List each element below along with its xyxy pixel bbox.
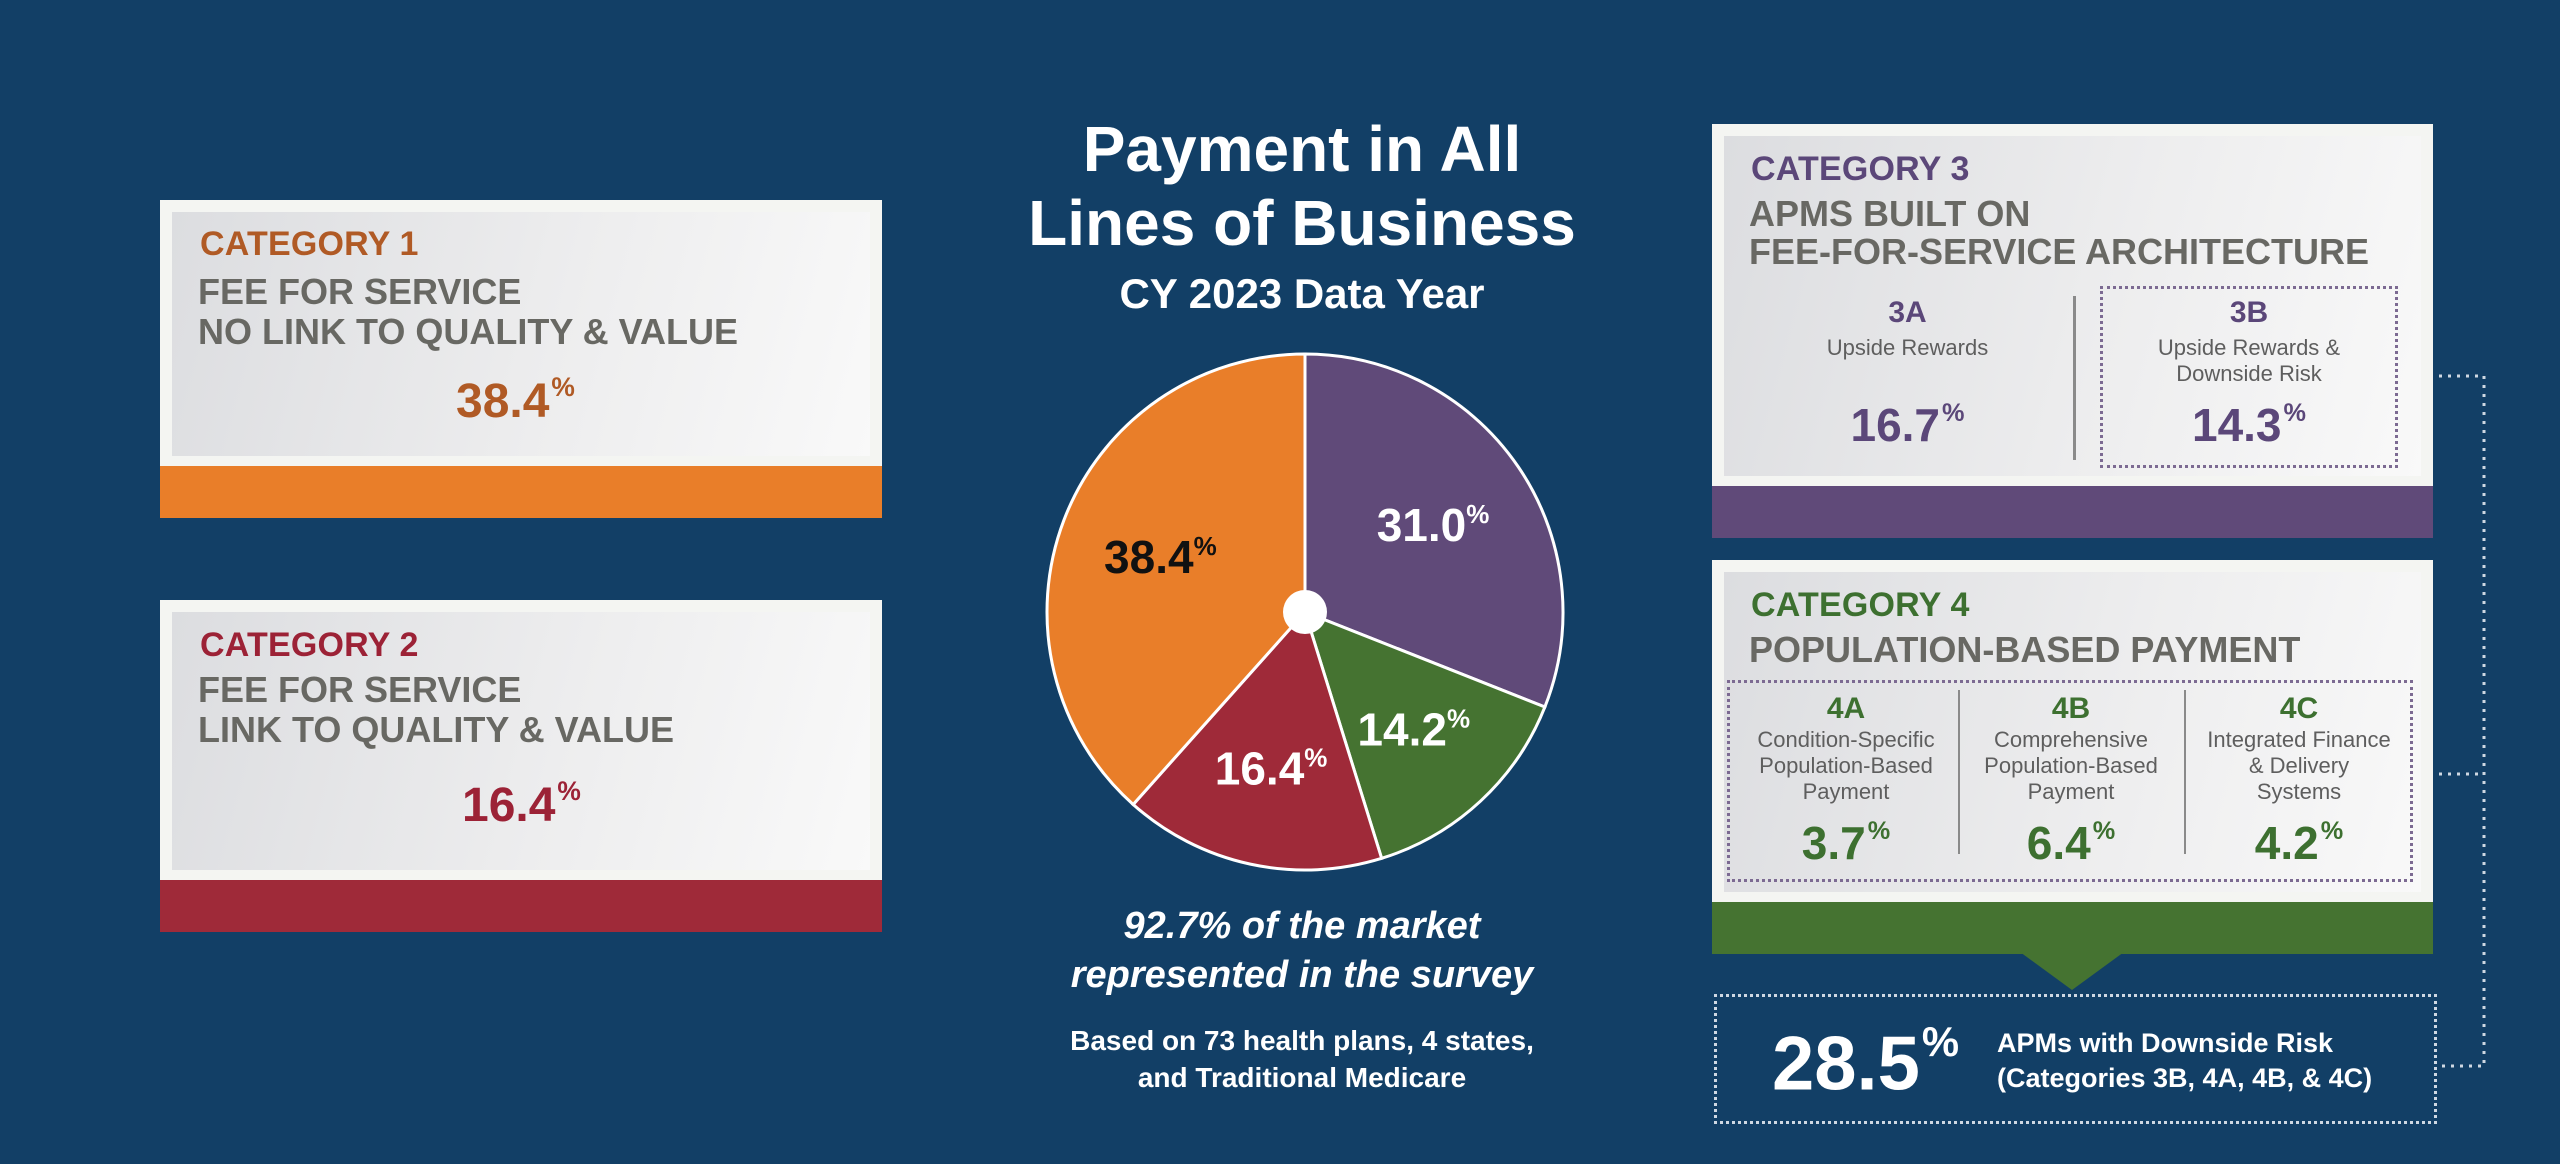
category-4c-value-number: 4.2 (2254, 817, 2319, 869)
category-4-panel (1712, 560, 2433, 904)
survey-basis-note: Based on 73 health plans, 4 states, and … (960, 1022, 1644, 1096)
downside-connector-lines (2439, 374, 2486, 1068)
category-4-divider-2 (2184, 690, 2186, 854)
category-4b-code: 4B (2051, 692, 2091, 725)
category-2-value-number: 16.4 (462, 779, 556, 833)
category-4a-desc-line2: Population-Based (1759, 753, 1933, 778)
downside-risk-box (1714, 994, 2437, 1124)
pie-slice-category-4 (1302, 609, 1547, 861)
downside-risk-value: 28.5% (1772, 1018, 1959, 1107)
category-2-value: 16.4% (462, 776, 581, 833)
category-1-value: 38.4% (456, 372, 575, 429)
category-4a-code: 4A (1826, 692, 1866, 725)
category-1-title-line2: NO LINK TO QUALITY & VALUE (198, 311, 739, 352)
category-3b-value-number: 14.3 (2191, 399, 2282, 451)
category-4b-desc-line2: Population-Based (1984, 753, 2158, 778)
category-3a-desc: Upside Rewards (1770, 335, 2045, 361)
category-3b-code: 3B (2229, 296, 2269, 329)
market-coverage-note: 92.7% of the market represented in the s… (960, 902, 1644, 1000)
category-4b-value-unit: % (2092, 816, 2116, 845)
category-3-panel (1712, 124, 2433, 488)
downside-risk-value-unit: % (1921, 1018, 1960, 1065)
category-2-title-line2: LINK TO QUALITY & VALUE (198, 709, 675, 750)
category-2-title-line1: FEE FOR SERVICE (198, 669, 522, 710)
pie-slice-category-1 (1045, 352, 1307, 807)
category-4b-desc: Comprehensive Population-Based Payment (1962, 727, 2180, 805)
category-3a-value-number: 16.7 (1850, 399, 1941, 451)
category-3-title-line1: APMS BUILT ON (1749, 193, 2031, 234)
category-2-value-unit: % (557, 776, 581, 806)
category-4-downside-outline (1727, 680, 2413, 882)
category-4a-value: 3.7% (1737, 816, 1955, 870)
category-4-label: CATEGORY 4 (1751, 586, 1970, 624)
category-2-label: CATEGORY 2 (200, 626, 419, 664)
category-3a-code: 3A (1888, 296, 1927, 329)
category-4b-value-number: 6.4 (2026, 817, 2091, 869)
category-4a-desc-line3: Payment (1802, 779, 1890, 804)
category-3-title-line2: FEE-FOR-SERVICE ARCHITECTURE (1749, 231, 2370, 272)
category-3-divider (2073, 296, 2076, 460)
downside-risk-label-line2: (Categories 3B, 4A, 4B, & 4C) (1997, 1063, 2373, 1093)
chart-subtitle: CY 2023 Data Year (1119, 270, 1485, 317)
category-4b-desc-line1: Comprehensive (1993, 727, 2149, 752)
category-2-color-band (160, 880, 882, 932)
category-4c-desc: Integrated Finance & Delivery Systems (2188, 727, 2410, 805)
category-4c-code: 4C (2279, 692, 2319, 725)
category-1-label: CATEGORY 1 (200, 225, 419, 263)
market-coverage-line2: represented in the survey (1070, 954, 1534, 996)
category-3b-value: 14.3% (2110, 398, 2388, 452)
category-4c-value-unit: % (2320, 816, 2344, 845)
category-3a-value-unit: % (1942, 398, 1965, 427)
pie-slice-category-3 (1303, 352, 1565, 709)
category-4c-desc-line3: Systems (2256, 779, 2342, 804)
survey-basis-line2: and Traditional Medicare (1137, 1062, 1467, 1093)
category-3b-value-unit: % (2283, 398, 2307, 427)
category-1-title-line1: FEE FOR SERVICE (198, 271, 522, 312)
category-1-panel (160, 200, 882, 468)
category-4c-desc-line2: & Delivery (2248, 753, 2350, 778)
pie-center-dot (1283, 590, 1327, 634)
category-4-divider-1 (1958, 690, 1960, 854)
market-coverage-line1: 92.7% of the market (1123, 905, 1481, 947)
category-3-color-band (1712, 486, 2433, 538)
category-4c-value: 4.2% (2188, 816, 2410, 870)
category-3a-value: 16.7% (1770, 398, 2045, 452)
downside-risk-label-line1: APMs with Downside Risk (1997, 1028, 2334, 1058)
downside-risk-label: APMs with Downside Risk (Categories 3B, … (1997, 1026, 2372, 1096)
category-4-color-band (1712, 902, 2433, 954)
category-4a-desc-line1: Condition-Specific (1757, 727, 1935, 752)
category-3b-downside-outline (2100, 286, 2398, 468)
category-3b-desc-line2: Downside Risk (2176, 361, 2322, 386)
category-3b-desc: Upside Rewards & Downside Risk (2110, 335, 2388, 387)
category-2-panel (160, 600, 882, 882)
category-4a-value-unit: % (1867, 816, 1891, 845)
chart-title-line1: Payment in All (1082, 113, 1522, 185)
category-4-pointer (2020, 952, 2124, 990)
survey-basis-line1: Based on 73 health plans, 4 states, (1070, 1025, 1534, 1056)
category-4-title-line1: POPULATION-BASED PAYMENT (1749, 629, 2301, 670)
category-4c-desc-line1: Integrated Finance (2207, 727, 2391, 752)
chart-title: Payment in All Lines of Business (960, 112, 1644, 260)
category-1-value-unit: % (551, 372, 575, 402)
category-4a-value-number: 3.7 (1801, 817, 1866, 869)
category-3a-desc-line1: Upside Rewards (1826, 335, 1989, 360)
category-3-label: CATEGORY 3 (1751, 150, 1970, 188)
downside-risk-value-number: 28.5 (1772, 1021, 1920, 1107)
pie-chart: 31.0%14.2%16.4%38.4% (1045, 352, 1565, 872)
category-1-value-number: 38.4 (456, 375, 550, 429)
category-4b-desc-line3: Payment (2027, 779, 2115, 804)
category-1-color-band (160, 466, 882, 518)
chart-title-line2: Lines of Business (1028, 187, 1576, 259)
category-4b-value: 6.4% (1962, 816, 2180, 870)
pie-slice-category-2 (1131, 609, 1384, 872)
category-4a-desc: Condition-Specific Population-Based Paym… (1737, 727, 1955, 805)
category-3b-desc-line1: Upside Rewards & (2157, 335, 2341, 360)
